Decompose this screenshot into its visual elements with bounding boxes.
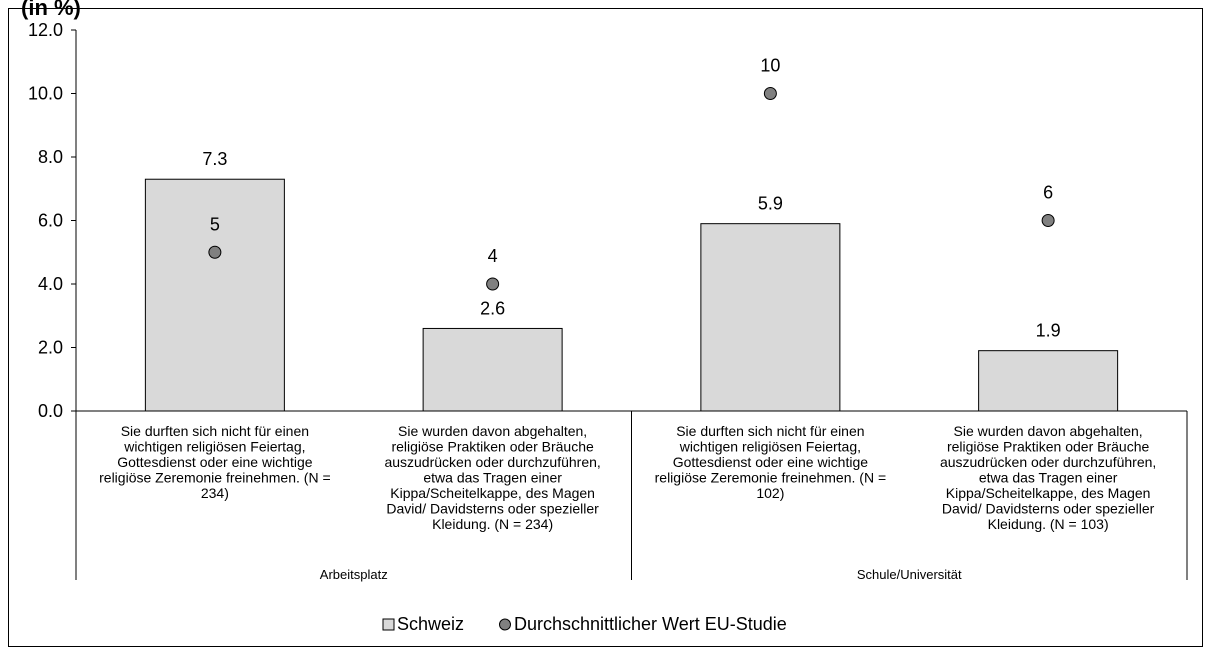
y-tick-label: 6.0 [38, 211, 63, 231]
legend-label: Durchschnittlicher Wert EU-Studie [514, 614, 787, 634]
category-label-line: 102) [756, 485, 784, 501]
category-label-line: David/ Davidsterns oder spezieller [386, 501, 599, 517]
legend-swatch-marker [499, 618, 511, 631]
chart-frame: (in %) [8, 0, 1203, 647]
y-tick-label: 8.0 [38, 147, 63, 167]
category-label-line: Kippa/Scheitelkappe, des Magen [390, 485, 595, 501]
y-tick-label: 10.0 [28, 84, 63, 104]
category-label-line: religiöse Praktiken oder Bräuche [947, 439, 1150, 455]
marker-value-label: 6 [1043, 183, 1053, 203]
bar [978, 350, 1119, 412]
category-label-line: Kippa/Scheitelkappe, des Magen [946, 485, 1151, 501]
category-label-line: Gottesdienst oder eine wichtige [673, 454, 869, 470]
category-label-line: auszudrücken oder durchzuführen, [384, 454, 600, 470]
marker-value-label: 4 [488, 246, 498, 266]
marker-point [763, 87, 777, 100]
chart-title-fragment: (in %) [21, 0, 81, 20]
bar [422, 327, 563, 412]
category-label-line: religiöse Praktiken oder Bräuche [391, 439, 594, 455]
y-tick-label: 4.0 [38, 274, 63, 294]
y-tick-label: 12.0 [28, 20, 63, 40]
marker-point [1041, 214, 1055, 227]
category-label-line: etwa das Tragen einer [979, 470, 1118, 486]
category-label-line: 234) [201, 485, 229, 501]
y-tick-label: 2.0 [38, 338, 63, 358]
category-label-line: Sie durften sich nicht für einen [676, 423, 864, 439]
marker-value-label: 10 [760, 56, 780, 76]
bar [144, 178, 285, 412]
legend-label: Schweiz [397, 614, 464, 634]
category-label-line: Sie durften sich nicht für einen [121, 423, 309, 439]
group-label: Schule/Universität [857, 567, 962, 582]
category-label-line: Sie wurden davon abgehalten, [954, 423, 1143, 439]
category-label-line: Kleidung. (N = 234) [432, 516, 553, 532]
group-label: Arbeitsplatz [320, 567, 388, 582]
category-label-line: religiöse Zeremonie freinehmen. (N = [655, 470, 887, 486]
bar-value-label: 5.9 [758, 194, 783, 214]
category-label-line: Kleidung. (N = 103) [988, 516, 1109, 532]
category-label-line: David/ Davidsterns oder spezieller [942, 501, 1155, 517]
category-label-line: wichtigen religiösen Feiertag, [123, 439, 305, 455]
marker-value-label: 5 [210, 214, 220, 234]
category-label-line: wichtigen religiösen Feiertag, [679, 439, 861, 455]
legend-swatch-bar [382, 618, 395, 631]
marker-point [208, 245, 222, 259]
category-label-line: religiöse Zeremonie freinehmen. (N = [99, 470, 331, 486]
category-label-line: Sie wurden davon abgehalten, [398, 423, 587, 439]
marker-point [486, 277, 500, 291]
category-label-line: etwa das Tragen einer [423, 470, 562, 486]
bar-value-label: 2.6 [480, 298, 505, 318]
bar-value-label: 1.9 [1036, 321, 1061, 341]
bar-value-label: 7.3 [202, 149, 227, 169]
category-label-line: Gottesdienst oder eine wichtige [117, 454, 313, 470]
category-label-line: auszudrücken oder durchzuführen, [940, 454, 1156, 470]
y-tick-label: 0.0 [38, 401, 63, 421]
bar [700, 223, 841, 412]
